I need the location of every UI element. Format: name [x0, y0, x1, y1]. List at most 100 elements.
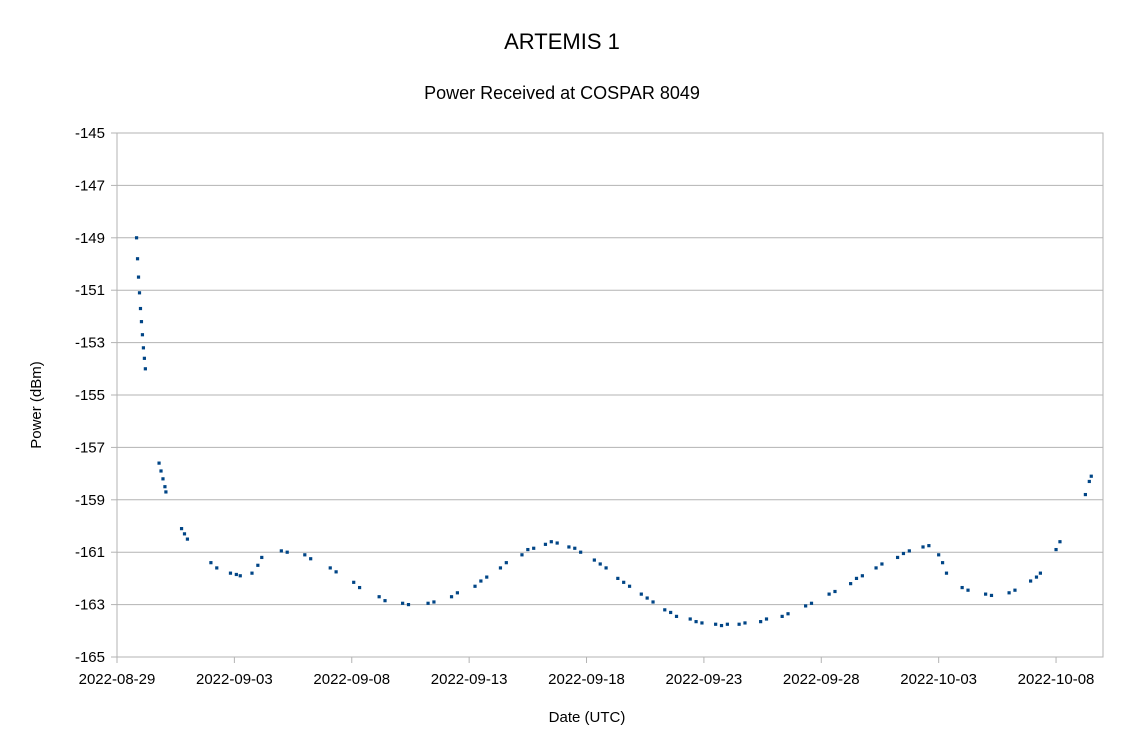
- y-axis-label: Power (dBm): [28, 361, 45, 449]
- data-point: [809, 601, 814, 605]
- data-point: [136, 275, 141, 279]
- data-point: [598, 562, 602, 566]
- data-point: [849, 582, 853, 586]
- data-point: [674, 614, 679, 618]
- data-point: [860, 574, 864, 578]
- data-point: [937, 553, 941, 557]
- data-point: [159, 469, 163, 473]
- data-point: [179, 527, 184, 531]
- data-point: [786, 612, 790, 616]
- data-point: [377, 595, 381, 599]
- data-point: [927, 544, 931, 548]
- data-point: [764, 617, 769, 621]
- data-point: [694, 620, 698, 624]
- data-point: [163, 485, 167, 489]
- data-point: [209, 561, 213, 565]
- data-point: [449, 595, 454, 599]
- data-point: [256, 563, 260, 567]
- data-point: [579, 550, 583, 554]
- x-tick-label: 2022-10-08: [1018, 671, 1095, 688]
- data-point: [432, 600, 436, 604]
- data-point: [737, 622, 741, 626]
- data-point: [215, 566, 219, 570]
- data-point: [1087, 479, 1091, 484]
- data-point: [285, 550, 289, 554]
- x-tick-label: 2022-09-28: [783, 671, 860, 688]
- data-point: [604, 566, 608, 570]
- y-tick-label: -165: [75, 649, 105, 666]
- x-tick-label: 2022-09-03: [196, 671, 273, 688]
- data-point: [567, 545, 571, 549]
- x-tick-label: 2022-08-29: [79, 671, 156, 688]
- y-tick-label: -163: [75, 597, 105, 614]
- data-point: [700, 621, 704, 625]
- data-point: [874, 566, 878, 570]
- data-point: [143, 367, 147, 371]
- data-point: [1083, 492, 1087, 497]
- data-point: [141, 346, 146, 350]
- y-tick-label: -149: [75, 230, 105, 247]
- data-point: [185, 537, 190, 541]
- data-point: [328, 566, 332, 570]
- data-point: [645, 596, 649, 600]
- data-point: [309, 557, 313, 561]
- data-point: [780, 614, 784, 618]
- data-point: [532, 546, 536, 550]
- x-axis-label: Date (UTC): [549, 709, 626, 726]
- data-point: [1038, 571, 1042, 575]
- data-point: [543, 542, 548, 546]
- data-point: [182, 532, 187, 536]
- data-point: [759, 620, 763, 624]
- data-point: [526, 547, 530, 552]
- data-point: [138, 306, 143, 311]
- data-point: [622, 580, 626, 584]
- data-point: [279, 549, 283, 553]
- data-point: [498, 566, 503, 570]
- data-point: [714, 622, 718, 626]
- y-tick-label: -155: [75, 387, 105, 404]
- chart-subtitle: Power Received at COSPAR 8049: [424, 83, 700, 103]
- x-tick-label: 2022-09-23: [666, 671, 743, 688]
- x-tick-label: 2022-09-08: [313, 671, 390, 688]
- data-point: [688, 617, 692, 621]
- data-point: [1013, 588, 1017, 592]
- data-point: [1007, 591, 1011, 595]
- data-point: [1029, 579, 1033, 583]
- data-point: [989, 593, 994, 598]
- data-point: [406, 603, 411, 607]
- data-point: [719, 623, 724, 628]
- data-point: [966, 588, 970, 592]
- x-tick-label: 2022-09-18: [548, 671, 625, 688]
- data-point: [234, 572, 238, 577]
- data-point: [357, 585, 362, 590]
- data-point: [238, 574, 242, 578]
- data-point: [520, 553, 524, 557]
- data-point: [352, 580, 356, 584]
- data-point: [137, 291, 142, 295]
- data-point: [455, 591, 460, 595]
- data-point: [827, 592, 831, 596]
- data-point: [549, 540, 553, 544]
- data-point: [303, 553, 307, 557]
- data-point: [616, 576, 620, 580]
- y-tick-label: -147: [75, 177, 105, 194]
- data-point: [833, 589, 837, 594]
- x-tick-label: 2022-10-03: [900, 671, 977, 688]
- data-point: [473, 584, 477, 588]
- data-point: [334, 570, 338, 574]
- data-point: [164, 490, 168, 494]
- data-point: [1089, 474, 1093, 478]
- data-point: [228, 571, 233, 575]
- data-point: [1058, 540, 1062, 544]
- data-point: [901, 551, 906, 556]
- data-point: [504, 561, 508, 565]
- data-point: [157, 461, 161, 465]
- x-tick-labels: 2022-08-29 2022-09-03 2022-09-08 2022-09-13…: [79, 671, 1095, 688]
- data-point: [479, 579, 483, 583]
- data-point: [984, 592, 988, 596]
- data-point: [573, 546, 577, 550]
- y-tick-label: -145: [75, 125, 105, 142]
- data-points: [134, 236, 1093, 628]
- data-point: [669, 610, 673, 615]
- data-point: [555, 541, 559, 545]
